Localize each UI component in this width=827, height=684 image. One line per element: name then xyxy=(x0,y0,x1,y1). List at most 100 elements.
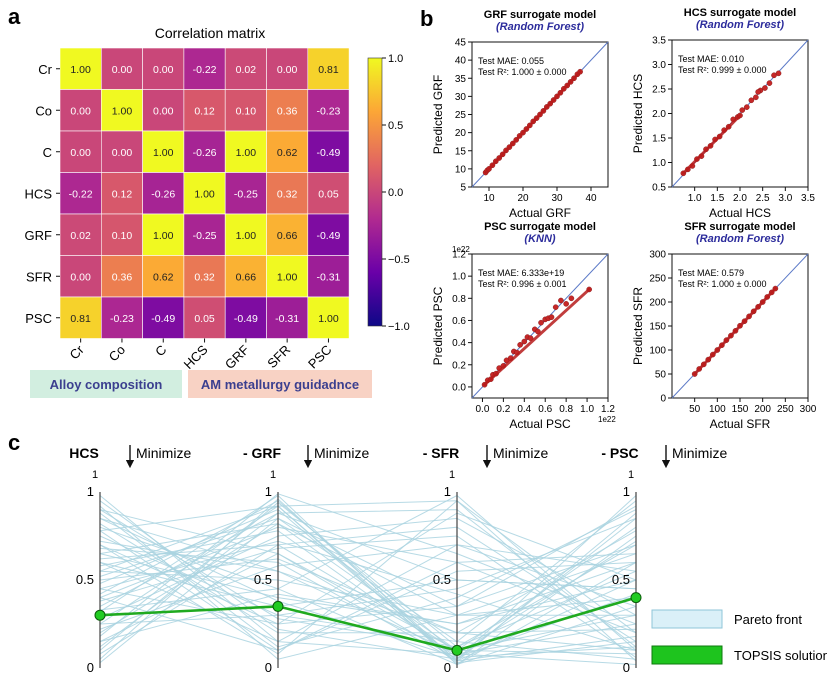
colorbar-tick-label: 1.0 xyxy=(388,53,403,65)
data-point xyxy=(538,319,544,326)
data-band xyxy=(693,287,777,376)
heatmap-cell-value: 0.02 xyxy=(70,230,91,242)
pareto-front-swatch xyxy=(651,609,723,629)
heatmap-cell xyxy=(307,89,350,132)
parallel-coordinates-plot: 0 0.5 1 1 HCS Minimize 0 0.5 1 1 - GRF Minimize 0 0.5… xyxy=(69,445,727,675)
x-tick-label: 20 xyxy=(517,193,529,204)
heatmap-column-label: C xyxy=(152,342,169,359)
grf_parity-title: GRF surrogate model xyxy=(484,9,596,21)
parallel-axis-tick-label: 0 xyxy=(623,660,630,675)
pareto-front-line xyxy=(99,498,637,662)
heatmap-cell xyxy=(224,89,267,132)
parallel-axis-top-label: 1 xyxy=(92,469,98,481)
colorbar-tick-label: −0.5 xyxy=(388,254,410,266)
x-tick-label: 1.2 xyxy=(601,404,615,415)
colorbar-tick-label: 0.0 xyxy=(388,187,403,199)
heatmap-cell-value: -0.31 xyxy=(275,313,299,325)
data-point xyxy=(552,304,559,310)
sfr_parity-r2: Test R²: 1.000 ± 0.000 xyxy=(678,279,767,289)
minimize-label: Minimize xyxy=(136,445,191,461)
heatmap-cell-value: 0.62 xyxy=(277,147,298,159)
hcs_parity-model-label: (Random Forest) xyxy=(696,19,784,31)
topsis-solution-point xyxy=(272,600,284,612)
heatmap-column-label: Cr xyxy=(66,342,87,363)
parallel-axis-tick-label: 0.5 xyxy=(254,572,272,587)
x-tick-label: 2.0 xyxy=(733,193,747,204)
heatmap-cell-value: -0.49 xyxy=(316,147,340,159)
data-point xyxy=(739,107,746,113)
heatmap-cell-value: 1.00 xyxy=(236,147,257,159)
heatmap-cell xyxy=(59,172,102,215)
heatmap-row-label: Cr xyxy=(38,62,52,77)
heatmap-cell xyxy=(59,213,102,256)
heatmap-cell-value: 1.00 xyxy=(277,271,298,283)
heatmap-cell-value: -0.22 xyxy=(69,188,93,200)
x-tick-label: 1.5 xyxy=(710,193,724,204)
x-tick-label: 0.0 xyxy=(476,404,490,415)
grf_parity-plot: GRF surrogate model(Random Forest) 10 20 30… xyxy=(431,9,609,220)
x-tick-label: 0.4 xyxy=(517,404,531,415)
y-tick-label: 250 xyxy=(649,274,666,285)
heatmap-cell-value: 0.32 xyxy=(194,271,215,283)
heatmap-cell-value: 0.32 xyxy=(277,188,298,200)
heatmap-cell-value: 0.36 xyxy=(277,105,298,117)
heatmap-cell-value: 0.81 xyxy=(70,313,91,325)
data-band xyxy=(681,113,742,175)
heatmap-row-label: GRF xyxy=(25,228,53,243)
y-tick-label: 35 xyxy=(455,74,467,85)
heatmap-cell xyxy=(101,172,143,215)
heatmap-cell-value: -0.26 xyxy=(151,188,175,200)
sfr_parity-title: SFR surrogate model xyxy=(684,221,795,233)
pareto-front-line xyxy=(99,547,637,662)
heatmap-cell xyxy=(59,296,102,339)
data-point xyxy=(517,342,523,348)
heatmap-cell xyxy=(307,255,350,298)
heatmap-cell xyxy=(266,130,309,173)
y-tick-label: 300 xyxy=(649,250,666,261)
y-tick-label: 1.5 xyxy=(652,134,666,145)
data-point xyxy=(563,301,569,307)
heatmap-cell-value: 1.00 xyxy=(236,230,257,242)
x-tick-label: 40 xyxy=(585,193,597,204)
y-tick-label: 1.2 xyxy=(452,250,466,261)
y-tick-label: 1.0 xyxy=(652,158,666,169)
psc_parity-y-sci-label: 1e22 xyxy=(452,245,470,254)
y-tick-label: 100 xyxy=(649,346,666,357)
heatmap-cell xyxy=(224,130,267,173)
heatmap-cell-value: -0.23 xyxy=(110,313,134,325)
parallel-axis-title: - SFR xyxy=(423,445,460,461)
heatmap-cell xyxy=(266,47,309,90)
pareto-front-line xyxy=(99,553,637,651)
parallel-axis-title: HCS xyxy=(69,445,99,461)
data-band xyxy=(483,287,591,387)
heatmap-cell-value: 0.66 xyxy=(236,271,257,283)
sfr_parity-xlabel: Actual SFR xyxy=(710,417,771,431)
y-tick-label: 2.0 xyxy=(652,109,666,120)
topsis-solution-legend-label: TOPSIS solution xyxy=(734,648,827,663)
parallel-axis-tick-label: 0.5 xyxy=(76,572,94,587)
topsis-solution-line xyxy=(99,596,637,652)
x-tick-label: 0.2 xyxy=(496,404,510,415)
parallel-axis-tick-label: 0.5 xyxy=(433,572,451,587)
heatmap-cell xyxy=(142,47,185,90)
heatmap-cell-value: 0.02 xyxy=(236,64,257,76)
heatmap-cell xyxy=(142,130,185,173)
heatmap-cell-value: 1.00 xyxy=(318,313,339,325)
heatmap-column-label: SFR xyxy=(264,342,293,371)
sfr_parity-plot: SFR surrogate model(Random Forest) 50 100 1… xyxy=(631,221,817,431)
parallel-axis-tick-label: 1 xyxy=(265,484,272,499)
grf_parity-mae: Test MAE: 0.055 xyxy=(478,56,544,66)
x-tick-label: 1.0 xyxy=(688,193,702,204)
pareto-front-line xyxy=(99,544,637,643)
pareto-front-line xyxy=(99,505,637,664)
heatmap-column-label: GRF xyxy=(222,342,252,372)
heatmap-cell xyxy=(183,255,226,298)
heatmap-row-label: PSC xyxy=(25,311,52,326)
heatmap-row-label: SFR xyxy=(26,269,52,284)
hcs_parity-title: HCS surrogate model xyxy=(684,7,796,19)
hcs_parity-mae: Test MAE: 0.010 xyxy=(678,54,744,64)
am-metallurgy-label: AM metallurgy guidadnce xyxy=(188,370,372,398)
heatmap-cell xyxy=(101,255,143,298)
pareto-front-line xyxy=(99,509,637,648)
